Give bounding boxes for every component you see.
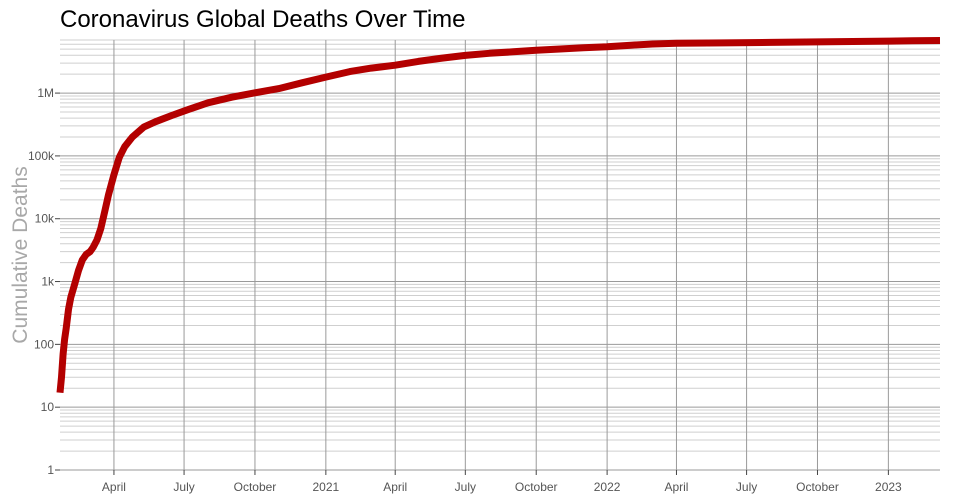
y-axis-label: Cumulative Deaths [9, 166, 32, 343]
x-tick-label: April [664, 480, 688, 494]
x-tick-label: October [796, 480, 839, 494]
y-tick-label: 10k [35, 212, 55, 226]
x-tick-label: April [383, 480, 407, 494]
y-tick-label: 1M [37, 86, 54, 100]
y-tick-label: 10 [41, 400, 55, 414]
x-tick-label: July [736, 480, 757, 494]
x-tick-label: July [173, 480, 194, 494]
major-gridlines [60, 40, 940, 471]
x-tick-label: 2021 [312, 480, 339, 494]
y-tick-label: 100k [28, 149, 55, 163]
chart-title: Coronavirus Global Deaths Over Time [60, 6, 466, 33]
x-axis: April July October 2021 April July October 2022… [102, 470, 902, 494]
x-tick-label: 2023 [875, 480, 902, 494]
x-tick-label: 2022 [594, 480, 621, 494]
y-tick-label: 1 [47, 463, 54, 477]
series-line-cumulative-deaths [56, 37, 941, 394]
y-tick-label: 100 [34, 337, 54, 351]
x-tick-label: October [234, 480, 277, 494]
y-axis: 1 10 100 1k 10k 100k 1M [28, 86, 60, 477]
minor-gridlines [60, 39, 940, 452]
y-tick-label: 1k [41, 275, 55, 289]
x-tick-label: October [515, 480, 558, 494]
x-tick-label: April [102, 480, 126, 494]
x-tick-label: July [455, 480, 476, 494]
